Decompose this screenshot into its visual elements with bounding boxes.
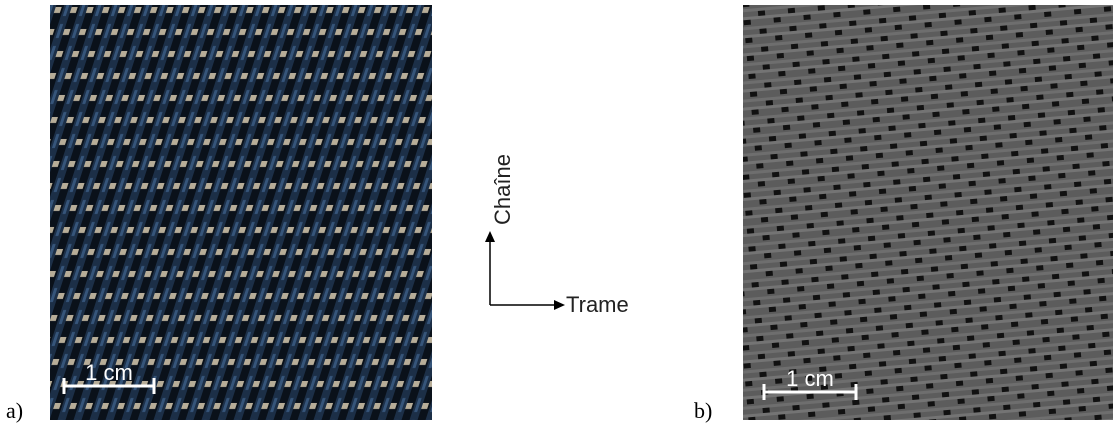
arrow-head [485, 231, 495, 242]
panel-label: a) [6, 398, 23, 423]
fabric-photo-a [50, 5, 432, 420]
figure: 1 cm a) Chaîne Trame 1 cm b) [0, 0, 1117, 427]
scale-label: 1 cm [85, 360, 133, 385]
fabric-photo-b [743, 5, 1113, 420]
warp-label: Chaîne [490, 154, 515, 225]
arrow-head [554, 300, 565, 310]
scale-label: 1 cm [786, 366, 834, 391]
panel-label: b) [694, 398, 712, 423]
weft-label: Trame [566, 292, 629, 317]
